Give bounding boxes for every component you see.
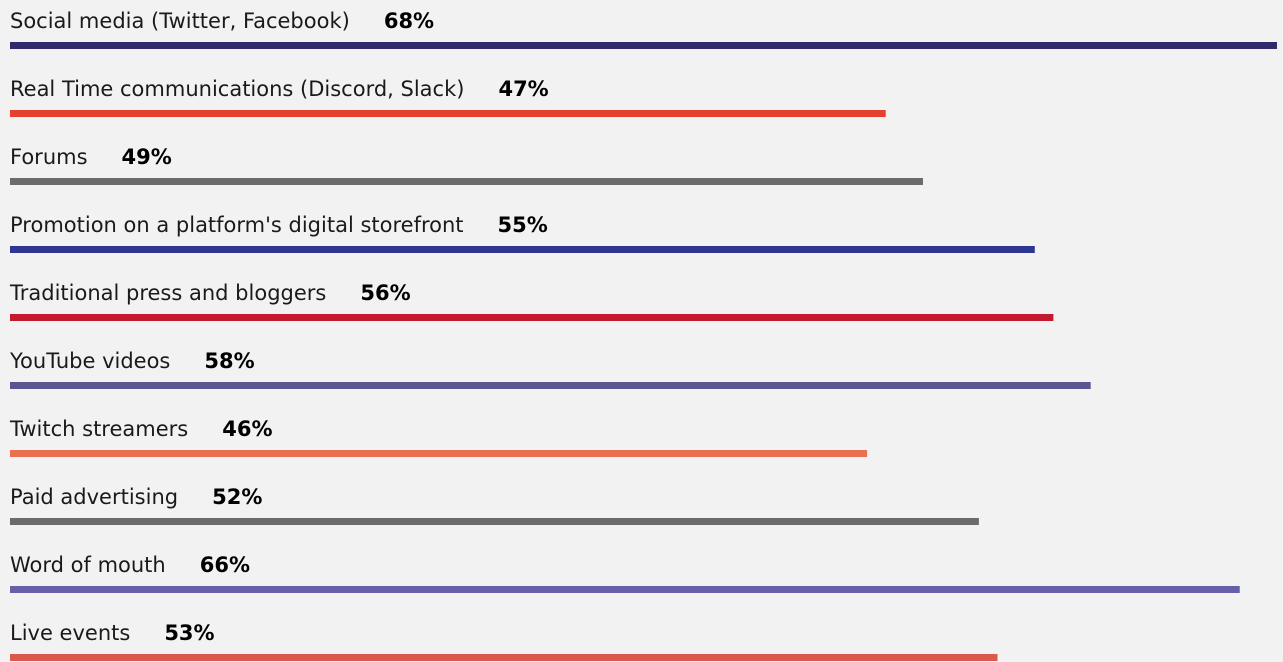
bar-label: Traditional press and bloggers 56% [9, 281, 411, 305]
value-label: 55% [498, 213, 548, 237]
category-label: Promotion on a platform's digital storef… [10, 213, 464, 237]
category-label: YouTube videos [9, 349, 170, 373]
category-label: Word of mouth [10, 553, 166, 577]
value-label: 68% [384, 9, 434, 33]
category-label: Twitch streamers [9, 417, 188, 441]
value-label: 58% [204, 349, 254, 373]
bar [10, 586, 1240, 593]
bar-label: Social media (Twitter, Facebook) 68% [10, 9, 434, 33]
value-label: 53% [164, 621, 214, 645]
bar-label: Real Time communications (Discord, Slack… [10, 77, 549, 101]
bar [10, 246, 1035, 253]
value-label: 47% [498, 77, 548, 101]
bar-label: Live events 53% [10, 621, 215, 645]
bar [10, 314, 1054, 321]
bar [10, 654, 998, 661]
bar-label: Paid advertising 52% [10, 485, 262, 509]
category-label: Forums [10, 145, 88, 169]
value-label: 66% [200, 553, 250, 577]
value-label: 49% [122, 145, 172, 169]
bar [10, 110, 886, 117]
bar [10, 178, 923, 185]
bar [10, 382, 1091, 389]
bar [10, 518, 979, 525]
bar-label: Forums 49% [10, 145, 172, 169]
value-label: 52% [212, 485, 262, 509]
category-label: Social media (Twitter, Facebook) [10, 9, 350, 33]
bar-label: Twitch streamers 46% [9, 417, 272, 441]
bar-label: Promotion on a platform's digital storef… [10, 213, 548, 237]
category-label: Paid advertising [10, 485, 178, 509]
value-label: 46% [222, 417, 272, 441]
category-label: Traditional press and bloggers [9, 281, 326, 305]
category-label: Real Time communications (Discord, Slack… [10, 77, 464, 101]
bar [10, 42, 1277, 49]
bar-label: YouTube videos 58% [9, 349, 255, 373]
bar [10, 450, 868, 457]
value-label: 56% [360, 281, 410, 305]
bar-label: Word of mouth 66% [10, 553, 250, 577]
category-label: Live events [10, 621, 130, 645]
